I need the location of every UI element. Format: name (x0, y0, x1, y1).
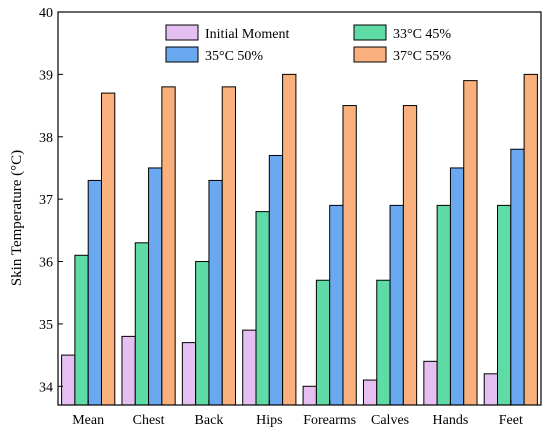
legend-swatch-37-c-55 (353, 46, 387, 63)
bar-hips-initial-moment (242, 329, 257, 406)
x-tick-label-calves: Calves (371, 413, 409, 428)
bar-mean-initial-moment (61, 354, 76, 406)
bar-mean-37-c-55 (100, 92, 116, 406)
bar-chest-33-c-45 (134, 242, 150, 406)
bar-feet-35-c-50 (510, 148, 525, 406)
bar-hips-33-c-45 (255, 211, 270, 406)
bars-layer (61, 73, 538, 406)
y-tick-label: 37 (39, 193, 53, 208)
plot-frame (57, 11, 542, 406)
bar-chest-37-c-55 (161, 86, 176, 406)
bar-calves-33-c-45 (376, 279, 391, 406)
bar-calves-37-c-55 (402, 105, 418, 406)
bar-forearms-35-c-50 (329, 204, 344, 406)
legend: Initial Moment 35°C 50% 33°C 45% 37°C 55% (165, 24, 451, 64)
y-tick-label: 40 (39, 6, 53, 21)
y-tick-label: 36 (39, 256, 53, 271)
legend-swatch-35-c-50 (165, 46, 199, 63)
bar-forearms-37-c-55 (342, 105, 357, 406)
x-tick-label-forearms: Forearms (303, 413, 356, 428)
legend-swatch-33-c-45 (353, 24, 387, 41)
x-tick-label-hands: Hands (433, 413, 469, 428)
x-tick-label-chest: Chest (133, 413, 165, 428)
bar-calves-initial-moment (362, 379, 378, 406)
axes-layer: 34 35 36 37 38 39 40 Mean Chest Back Hips Forearms C… (39, 6, 542, 428)
x-tick-label-feet: Feet (499, 413, 523, 428)
bar-hands-37-c-55 (463, 80, 478, 406)
bar-forearms-33-c-45 (315, 279, 331, 406)
bar-hips-37-c-55 (282, 73, 297, 406)
bar-calves-35-c-50 (389, 204, 404, 406)
y-axis-title: Skin Temperature (°C) (9, 150, 25, 286)
legend-label-33-c-45: 33°C 45% (393, 27, 451, 42)
bar-hands-35-c-50 (449, 167, 465, 406)
bar-back-35-c-50 (208, 179, 223, 406)
bar-back-37-c-55 (221, 86, 237, 406)
bar-hands-33-c-45 (436, 204, 451, 406)
bar-chest-initial-moment (121, 335, 136, 406)
y-tick-label: 34 (39, 380, 53, 395)
bar-mean-33-c-45 (74, 254, 89, 406)
y-tick-label: 35 (39, 318, 53, 333)
x-tick-label-hips: Hips (256, 413, 282, 428)
legend-label-35-c-50: 35°C 50% (205, 49, 263, 64)
bar-feet-33-c-45 (497, 204, 512, 406)
bar-feet-initial-moment (483, 373, 499, 406)
bar-back-initial-moment (181, 342, 197, 406)
bar-back-33-c-45 (195, 261, 210, 406)
bar-forearms-initial-moment (302, 385, 317, 406)
bar-hands-initial-moment (423, 360, 438, 406)
x-tick-label-back: Back (195, 413, 224, 428)
x-tick-label-mean: Mean (72, 413, 104, 428)
legend-swatch-initial-moment (165, 24, 199, 41)
legend-label-initial-moment: Initial Moment (205, 27, 289, 42)
legend-label-37-c-55: 37°C 55% (393, 49, 451, 64)
y-tick-label: 39 (39, 68, 53, 83)
bar-feet-37-c-55 (523, 73, 538, 406)
bar-mean-35-c-50 (87, 179, 102, 406)
y-tick-label: 38 (39, 131, 53, 146)
bar-hips-35-c-50 (268, 154, 284, 406)
bar-chest-35-c-50 (148, 167, 163, 406)
